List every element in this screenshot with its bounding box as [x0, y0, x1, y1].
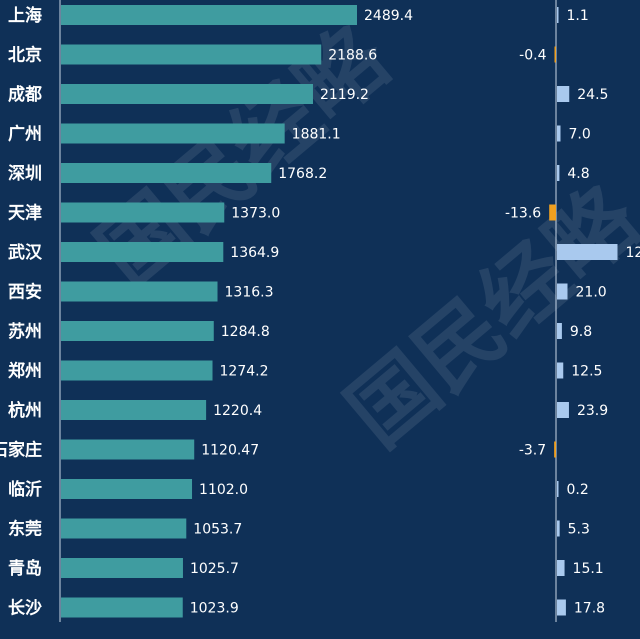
population-value-label: 1768.2	[278, 166, 327, 182]
change-bar	[557, 244, 618, 260]
category-label: 东莞	[8, 519, 42, 540]
change-value-label: -13.6	[505, 206, 541, 222]
change-bar	[557, 599, 566, 616]
left-bar-series: 上海 2489.4 北京 2188.6 成都 2119.2 广州 1881.1 深圳 1768.2…	[0, 5, 413, 619]
change-bar	[557, 283, 568, 300]
change-value-label: 23.9	[577, 403, 608, 419]
population-bar	[61, 5, 357, 25]
change-value-label: 4.8	[567, 166, 589, 182]
category-label: 上海	[8, 5, 42, 26]
population-value-label: 2188.6	[328, 48, 377, 64]
population-value-label: 1274.2	[220, 364, 269, 380]
category-label: 长沙	[8, 598, 42, 619]
change-value-label: 12.5	[571, 364, 602, 380]
category-label: 杭州	[8, 400, 42, 421]
category-label: 西安	[8, 282, 42, 303]
change-bar	[557, 86, 570, 102]
population-value-label: 1102.0	[199, 482, 248, 498]
change-value-label: -3.7	[519, 443, 546, 459]
change-bar	[549, 204, 556, 221]
population-value-label: 2489.4	[364, 8, 413, 24]
category-label: 天津	[8, 203, 42, 224]
population-value-label: 1284.8	[221, 324, 270, 340]
right-bar-series: 1.1 -0.4 24.5 7.0 4.8 -13.6 12 21.0 9.8 12.5 23.9 -…	[505, 7, 640, 617]
population-value-label: 1023.9	[190, 601, 239, 617]
population-bar	[61, 360, 213, 381]
category-label: 苏州	[8, 321, 42, 342]
population-bar	[61, 163, 272, 183]
category-label: 成都	[8, 84, 42, 105]
category-label: 广州	[8, 124, 42, 145]
population-bar	[61, 84, 313, 104]
change-bar	[557, 323, 562, 339]
change-bar	[557, 362, 564, 379]
change-bar	[557, 402, 569, 418]
watermark-text: 国民经略	[329, 166, 640, 466]
population-bar	[61, 518, 187, 539]
population-bar	[61, 242, 224, 262]
change-value-label: 15.1	[573, 561, 604, 577]
category-label: 武汉	[8, 242, 43, 263]
change-value-label: 21.0	[576, 285, 607, 301]
change-bar	[557, 560, 565, 576]
change-bar	[557, 165, 560, 181]
change-bar	[557, 7, 559, 23]
population-bar	[61, 44, 322, 65]
category-label: 石家庄	[0, 440, 42, 461]
population-bar	[61, 281, 218, 302]
change-value-label: 9.8	[570, 324, 592, 340]
population-bar	[61, 123, 285, 144]
population-value-label: 1881.1	[292, 127, 341, 143]
population-bar	[61, 597, 183, 618]
population-value-label: 1120.47	[201, 443, 259, 459]
population-value-label: 1373.0	[231, 206, 280, 222]
change-bar	[557, 520, 560, 537]
change-value-label: 12	[626, 245, 640, 261]
population-bar	[61, 558, 183, 578]
change-value-label: 5.3	[568, 522, 590, 538]
change-value-label: 17.8	[574, 601, 605, 617]
population-bar	[61, 439, 195, 460]
population-value-label: 1364.9	[230, 245, 279, 261]
category-label: 青岛	[8, 558, 42, 579]
population-value-label: 1025.7	[190, 561, 239, 577]
change-bar	[554, 441, 556, 458]
change-bar	[557, 481, 559, 497]
change-value-label: 0.2	[567, 482, 589, 498]
population-value-label: 2119.2	[320, 87, 369, 103]
change-value-label: 7.0	[569, 127, 591, 143]
population-bar	[61, 202, 225, 223]
change-bar	[557, 125, 561, 142]
population-bar	[61, 321, 214, 341]
category-label: 深圳	[8, 163, 42, 184]
population-bar	[61, 479, 193, 499]
change-value-label: 1.1	[567, 8, 589, 24]
category-label: 北京	[8, 45, 42, 66]
population-value-label: 1220.4	[213, 403, 262, 419]
category-label: 临沂	[8, 479, 42, 500]
population-value-label: 1053.7	[193, 522, 242, 538]
population-value-label: 1316.3	[225, 285, 274, 301]
category-label: 郑州	[8, 361, 42, 382]
change-value-label: 24.5	[577, 87, 608, 103]
change-bar	[554, 46, 556, 63]
population-bar	[61, 400, 207, 420]
change-value-label: -0.4	[519, 48, 546, 64]
